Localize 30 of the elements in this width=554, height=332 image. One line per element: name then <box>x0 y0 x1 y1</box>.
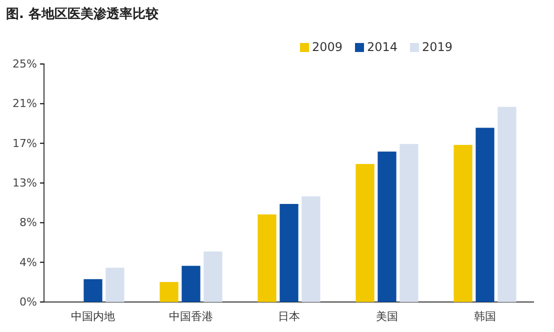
y-tick-label: 25% <box>12 58 37 71</box>
y-tick-label: 4% <box>20 256 37 269</box>
legend-label: 2019 <box>422 40 453 54</box>
legend-label: 2014 <box>367 40 398 54</box>
y-tick-label: 13% <box>12 176 37 190</box>
bar <box>258 214 276 302</box>
x-tick-label: 日本 <box>278 310 300 323</box>
bar <box>280 204 298 302</box>
y-tick-label: 0% <box>20 296 37 309</box>
bar <box>84 279 102 302</box>
bar <box>378 152 396 302</box>
chart-title: 图. 各地区医美渗透率比较 <box>6 6 160 22</box>
bar <box>106 268 124 302</box>
bar <box>182 266 200 302</box>
x-tick-label: 美国 <box>376 310 398 323</box>
bar <box>454 144 472 302</box>
legend-label: 2009 <box>312 40 343 54</box>
x-tick-label: 中国内地 <box>71 310 115 323</box>
bar <box>204 252 222 302</box>
y-tick-label: 21% <box>12 97 37 110</box>
bar <box>400 144 418 302</box>
bar <box>356 164 374 302</box>
bar <box>302 196 320 302</box>
y-tick-label: 17% <box>12 136 37 150</box>
bar <box>160 282 178 302</box>
y-tick-label: 8% <box>20 216 37 230</box>
x-tick-label: 中国香港 <box>169 310 213 323</box>
bar <box>498 106 516 302</box>
bar <box>476 128 494 302</box>
x-tick-label: 韩国 <box>474 310 496 323</box>
